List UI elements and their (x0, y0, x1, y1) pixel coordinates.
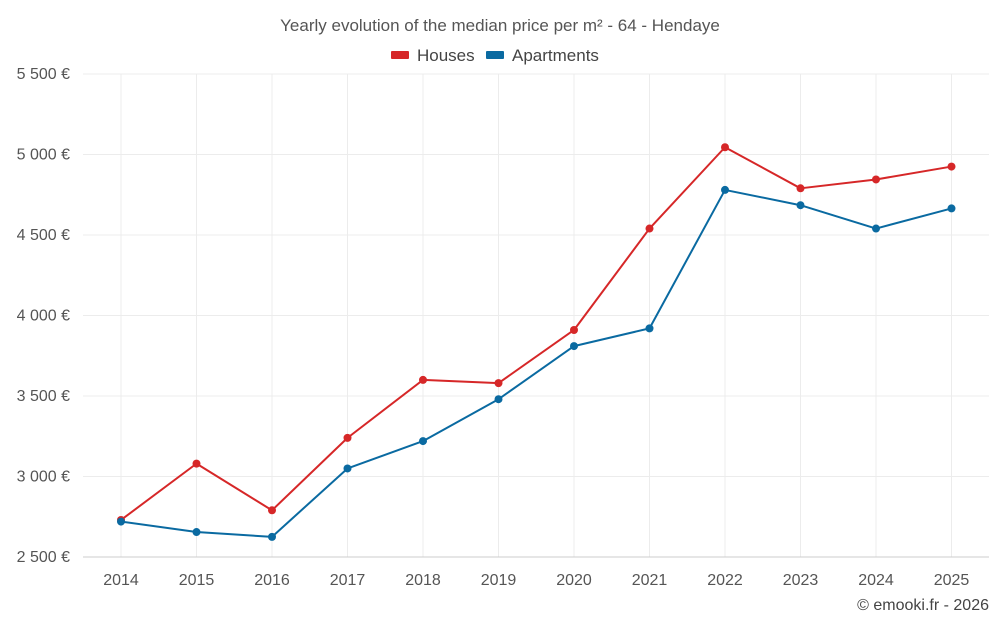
data-point-houses[interactable] (192, 459, 201, 468)
data-point-apartments[interactable] (117, 517, 125, 526)
data-point-apartments[interactable] (947, 204, 956, 213)
legend-swatch-houses (391, 51, 409, 59)
x-tick-label: 2024 (858, 572, 894, 589)
y-axis-labels: 2 500 € 3 000 € 3 500 € 4 000 € 4 500 € 5 000… (17, 66, 70, 566)
y-tick-label: 4 000 € (17, 308, 70, 325)
data-point-apartments[interactable] (343, 464, 352, 473)
data-point-houses[interactable] (268, 506, 276, 515)
data-point-houses[interactable] (721, 143, 729, 152)
series-line-apartments (120, 188, 953, 538)
legend-label-houses: Houses (417, 46, 475, 65)
data-point-houses[interactable] (343, 433, 352, 442)
legend-item-apartments[interactable]: Apartments (486, 46, 599, 65)
data-point-houses[interactable] (645, 224, 654, 233)
data-point-houses[interactable] (872, 175, 880, 184)
data-point-houses[interactable] (570, 325, 578, 334)
data-point-houses[interactable] (419, 375, 427, 384)
data-point-apartments[interactable] (570, 342, 578, 351)
x-tick-label: 2016 (254, 572, 290, 589)
y-tick-label: 4 500 € (17, 227, 70, 244)
data-point-apartments[interactable] (796, 201, 805, 210)
x-tick-label: 2018 (405, 572, 441, 589)
data-point-apartments[interactable] (721, 185, 729, 194)
data-point-houses[interactable] (494, 379, 503, 388)
chart-title: Yearly evolution of the median price per… (280, 16, 720, 35)
series (117, 143, 956, 541)
y-tick-label: 2 500 € (17, 549, 70, 566)
x-tick-label: 2022 (707, 572, 743, 589)
credit-text: © emooki.fr - 2026 (857, 597, 989, 614)
data-point-houses[interactable] (947, 162, 956, 171)
x-tick-label: 2021 (632, 572, 668, 589)
series-houses (117, 143, 956, 524)
legend: Houses Apartments (391, 46, 599, 65)
data-point-apartments[interactable] (192, 528, 201, 537)
x-tick-label: 2015 (179, 572, 215, 589)
y-tick-label: 3 500 € (17, 388, 70, 405)
x-tick-label: 2023 (783, 572, 819, 589)
x-tick-label: 2019 (481, 572, 517, 589)
y-tick-label: 3 000 € (17, 469, 70, 486)
x-tick-label: 2017 (330, 572, 366, 589)
data-point-houses[interactable] (796, 184, 805, 193)
data-point-apartments[interactable] (494, 395, 503, 404)
legend-swatch-apartments (486, 51, 504, 59)
x-tick-label: 2020 (556, 572, 592, 589)
data-point-apartments[interactable] (419, 437, 427, 446)
legend-label-apartments: Apartments (512, 46, 599, 65)
x-tick-label: 2014 (103, 572, 139, 589)
gridlines (83, 73, 989, 557)
series-line-houses (120, 146, 953, 521)
x-axis-labels: 2014 2015 2016 2017 2018 2019 2020 2021 2022 2023… (103, 572, 969, 589)
data-point-apartments[interactable] (268, 532, 276, 541)
y-tick-label: 5 500 € (17, 66, 70, 83)
series-apartments (117, 185, 956, 541)
data-point-apartments[interactable] (872, 224, 880, 233)
data-point-apartments[interactable] (645, 324, 654, 333)
legend-item-houses[interactable]: Houses (391, 46, 475, 65)
y-tick-label: 5 000 € (17, 147, 70, 164)
x-tick-label: 2025 (934, 572, 970, 589)
